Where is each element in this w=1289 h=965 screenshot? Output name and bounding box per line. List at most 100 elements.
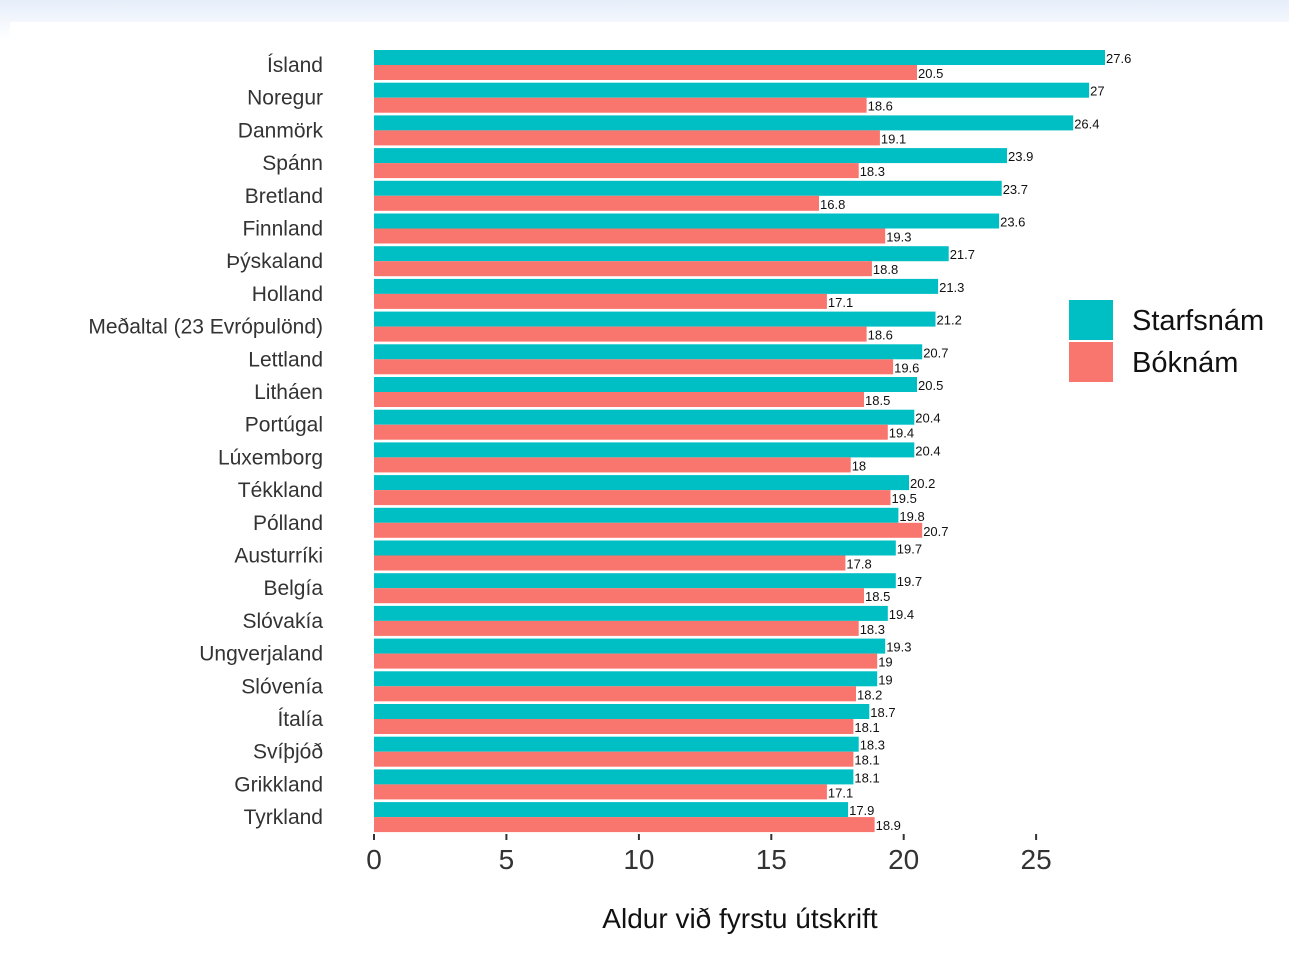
x-tick-label: 10 — [623, 844, 654, 875]
bar-starfsnam — [374, 50, 1105, 65]
data-label: 20.5 — [918, 378, 943, 393]
category-label: Slóvenía — [241, 675, 323, 698]
category-label: Bretland — [245, 185, 323, 208]
bar-starfsnam — [374, 605, 888, 621]
data-label: 21.7 — [950, 247, 975, 262]
data-label: 20.7 — [923, 345, 948, 360]
data-label: 20.5 — [918, 66, 943, 81]
bar-starfsnam — [374, 213, 1000, 229]
data-label: 17.1 — [828, 295, 853, 310]
x-axis-title: Aldur við fyrstu útskrift — [602, 903, 878, 934]
data-label: 16.8 — [820, 197, 845, 212]
bar-starfsnam — [374, 115, 1074, 131]
data-label: 18 — [852, 458, 866, 473]
category-label: Tékkland — [238, 479, 323, 502]
category-label: Austurríki — [234, 545, 323, 568]
legend: Starfsnám Bóknám — [1069, 300, 1264, 382]
data-label: 17.1 — [828, 785, 853, 800]
bar-starfsnam — [374, 82, 1090, 98]
bar-starfsnam — [374, 180, 1002, 196]
data-label: 18.8 — [873, 262, 898, 277]
bar-starfsnam — [374, 475, 909, 491]
chart-container: Ísland Noregur Danmörk Spánn Bretland Finnlan… — [10, 22, 1289, 957]
category-label: Spánn — [262, 152, 323, 175]
x-tick-label: 0 — [366, 844, 382, 875]
bar-boknam — [374, 65, 917, 80]
data-label: 19.7 — [897, 542, 922, 557]
bar-boknam — [374, 784, 827, 800]
bar-starfsnam — [374, 540, 896, 556]
data-label: 18.5 — [865, 393, 890, 408]
data-label: 19.5 — [892, 491, 917, 506]
bar-starfsnam — [374, 409, 915, 425]
bar-starfsnam — [374, 246, 949, 262]
data-label: 27.6 — [1106, 51, 1131, 66]
category-label: Lúxemborg — [218, 446, 323, 469]
x-tick-label: 15 — [756, 844, 787, 875]
bar-starfsnam — [374, 344, 923, 360]
bar-boknam — [374, 588, 864, 604]
bar-boknam — [374, 261, 872, 277]
category-label: Litháen — [254, 381, 323, 404]
data-label: 18.9 — [876, 818, 901, 833]
bar-starfsnam — [374, 736, 859, 752]
bar-boknam — [374, 293, 827, 309]
bar-starfsnam — [374, 802, 849, 818]
data-label: 18.3 — [860, 622, 885, 637]
bars-layer — [374, 50, 1105, 833]
bar-boknam — [374, 653, 878, 669]
bar-boknam — [374, 228, 886, 244]
bar-boknam — [374, 163, 859, 179]
data-label: 19.3 — [886, 640, 911, 655]
data-label: 19.7 — [897, 574, 922, 589]
category-label: Portúgal — [245, 414, 323, 437]
bar-boknam — [374, 195, 819, 211]
data-label: 19 — [878, 655, 892, 670]
data-label: 20.4 — [915, 443, 940, 458]
category-label: Tyrkland — [244, 806, 323, 829]
category-label: Meðaltal (23 Evrópulönd) — [88, 316, 323, 339]
data-label: 18.1 — [854, 753, 879, 768]
category-label: Ungverjaland — [199, 643, 323, 666]
data-label: 19.8 — [899, 509, 924, 524]
data-label: 19.4 — [889, 607, 914, 622]
bar-starfsnam — [374, 278, 939, 294]
legend-swatch — [1069, 300, 1113, 340]
data-label: 26.4 — [1074, 116, 1099, 131]
legend-label: Starfsnám — [1132, 305, 1264, 337]
category-label: Noregur — [247, 87, 323, 110]
category-label: Grikkland — [234, 773, 323, 796]
legend-label: Bóknám — [1132, 347, 1238, 379]
bar-starfsnam — [374, 507, 899, 523]
category-label: Lettland — [248, 348, 323, 371]
bar-boknam — [374, 326, 867, 342]
data-label: 18.3 — [860, 164, 885, 179]
data-label: 19 — [878, 672, 892, 687]
bar-boknam — [374, 490, 891, 506]
bar-boknam — [374, 817, 875, 833]
data-label: 23.7 — [1003, 182, 1028, 197]
data-label: 17.9 — [849, 803, 874, 818]
data-label: 21.2 — [937, 313, 962, 328]
data-label: 18.1 — [854, 770, 879, 785]
bar-starfsnam — [374, 311, 936, 327]
bar-starfsnam — [374, 638, 886, 654]
category-label: Pólland — [253, 512, 323, 535]
bar-starfsnam — [374, 769, 854, 785]
bar-boknam — [374, 457, 851, 473]
value-labels: 27.6 20.5 27 18.6 26.4 19.1 23.9 18.3 23.7 16.8 23… — [820, 51, 1131, 833]
data-label: 18.3 — [860, 738, 885, 753]
bar-boknam — [374, 97, 867, 113]
data-label: 27 — [1090, 84, 1104, 99]
data-label: 18.6 — [868, 99, 893, 114]
data-label: 18.7 — [870, 705, 895, 720]
data-label: 20.2 — [910, 476, 935, 491]
bar-boknam — [374, 424, 888, 440]
data-label: 18.1 — [854, 720, 879, 735]
category-label: Ísland — [267, 54, 323, 77]
bar-boknam — [374, 392, 864, 407]
data-label: 21.3 — [939, 280, 964, 295]
category-label: Belgía — [263, 577, 323, 600]
category-labels: Ísland Noregur Danmörk Spánn Bretland Finnlan… — [88, 54, 323, 829]
data-label: 18.5 — [865, 589, 890, 604]
